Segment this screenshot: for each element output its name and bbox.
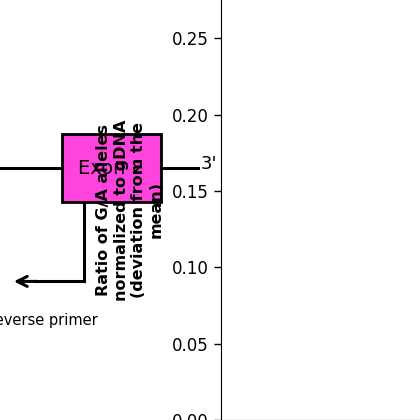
Bar xyxy=(62,134,161,202)
Text: Exon 2: Exon 2 xyxy=(79,158,144,178)
Y-axis label: Ratio of G/A alleles
normalized to gDNA
(deviation from the
mean): Ratio of G/A alleles normalized to gDNA … xyxy=(96,119,163,301)
Text: 3': 3' xyxy=(201,155,217,173)
Text: reverse primer: reverse primer xyxy=(0,313,98,328)
